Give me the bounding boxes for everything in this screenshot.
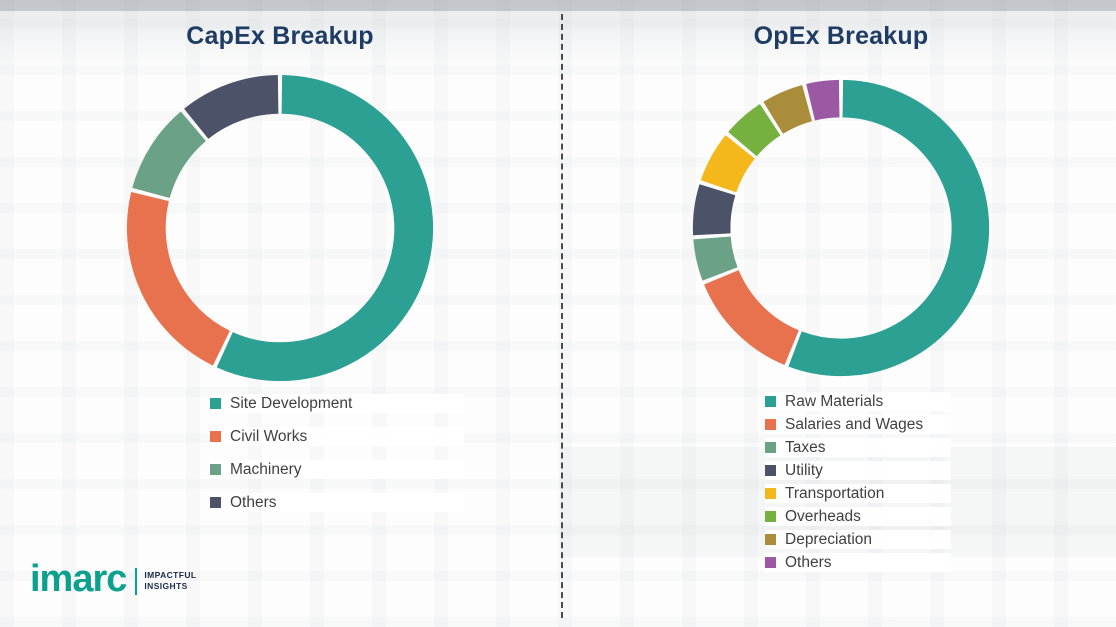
legend-item: Site Development xyxy=(210,394,464,413)
imarc-logo-tagline: IMPACTFUL INSIGHTS xyxy=(144,570,196,592)
tagline-line1: IMPACTFUL xyxy=(144,569,197,580)
legend-item: Taxes xyxy=(765,438,951,457)
legend-label: Salaries and Wages xyxy=(785,416,924,433)
legend-label: Machinery xyxy=(230,461,302,478)
legend-label: Others xyxy=(230,494,277,511)
donut-segment-transportation xyxy=(700,135,756,193)
legend-label: Site Development xyxy=(230,395,353,412)
capex-donut-chart xyxy=(126,74,434,382)
opex-donut-chart xyxy=(692,79,990,377)
legend-swatch xyxy=(210,431,221,442)
legend-label: Transportation xyxy=(785,485,885,502)
legend-item: Civil Works xyxy=(210,427,464,446)
imarc-logo: imarc IMPACTFUL INSIGHTS xyxy=(30,560,196,598)
legend-item: Others xyxy=(765,553,951,572)
capex-title: CapEx Breakup xyxy=(186,22,374,50)
legend-item: Depreciation xyxy=(765,530,951,549)
legend-swatch xyxy=(765,488,776,499)
donut-segment-site-development xyxy=(216,74,434,382)
legend-item: Salaries and Wages xyxy=(765,415,951,434)
donut-segment-raw-materials xyxy=(788,79,990,377)
legend-item: Overheads xyxy=(765,507,951,526)
donut-segment-others xyxy=(806,79,840,121)
legend-label: Overheads xyxy=(785,508,861,525)
legend-swatch xyxy=(765,557,776,568)
legend-label: Depreciation xyxy=(785,531,873,548)
capex-section: CapEx Breakup Site Development Civil Work… xyxy=(126,22,464,526)
tagline-line2: INSIGHTS xyxy=(144,581,188,591)
opex-section: OpEx Breakup Raw Materials Salaries and W… xyxy=(562,0,1116,627)
legend-swatch xyxy=(765,534,776,545)
legend-label: Civil Works xyxy=(230,428,308,445)
donut-segment-taxes xyxy=(693,235,738,281)
legend-label: Taxes xyxy=(785,439,826,456)
legend-swatch xyxy=(210,398,221,409)
capex-legend: Site Development Civil Works Machinery Othe… xyxy=(210,394,464,526)
legend-swatch xyxy=(210,464,221,475)
legend-item: Transportation xyxy=(765,484,951,503)
imarc-logo-divider xyxy=(135,567,138,595)
legend-label: Others xyxy=(785,554,832,571)
donut-segment-civil-works xyxy=(126,192,231,366)
legend-swatch xyxy=(765,419,776,430)
donut-segment-machinery xyxy=(132,111,207,199)
legend-item: Machinery xyxy=(210,460,464,479)
donut-segment-others xyxy=(184,74,279,140)
imarc-logo-wordmark: imarc xyxy=(30,558,127,600)
legend-swatch xyxy=(765,511,776,522)
legend-item: Utility xyxy=(765,461,951,480)
legend-label: Utility xyxy=(785,462,823,479)
legend-swatch xyxy=(210,497,221,508)
opex-legend: Raw Materials Salaries and Wages Taxes Util… xyxy=(765,392,951,576)
legend-swatch xyxy=(765,396,776,407)
donut-segment-salaries-and-wages xyxy=(704,269,800,365)
donut-segment-depreciation xyxy=(763,85,813,135)
legend-swatch xyxy=(765,465,776,476)
legend-item: Others xyxy=(210,493,464,512)
donut-segment-utility xyxy=(692,184,736,236)
divider-dashed-line xyxy=(561,14,563,618)
legend-label: Raw Materials xyxy=(785,393,884,410)
opex-title: OpEx Breakup xyxy=(753,22,929,50)
legend-item: Raw Materials xyxy=(765,392,951,411)
donut-segment-overheads xyxy=(728,104,781,157)
legend-swatch xyxy=(765,442,776,453)
